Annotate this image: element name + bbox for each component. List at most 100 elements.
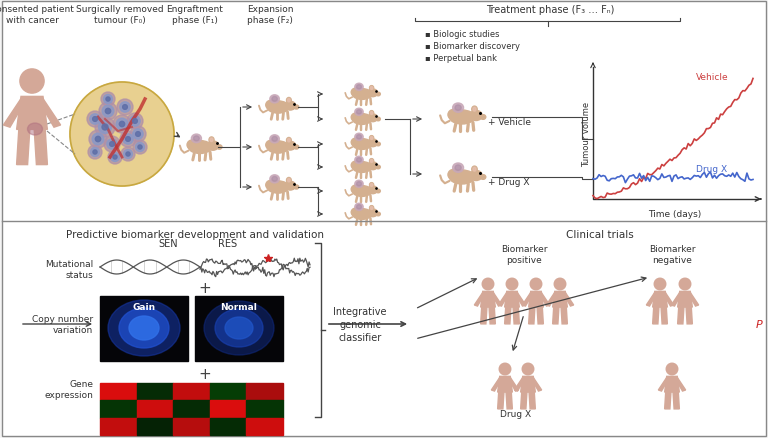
Circle shape xyxy=(499,364,511,375)
Circle shape xyxy=(93,151,97,155)
Ellipse shape xyxy=(370,87,372,90)
Ellipse shape xyxy=(294,145,299,150)
Ellipse shape xyxy=(129,316,159,340)
Circle shape xyxy=(106,98,110,102)
Text: ▪ Perpetual bank: ▪ Perpetual bank xyxy=(425,54,497,63)
Polygon shape xyxy=(522,293,533,306)
Polygon shape xyxy=(661,307,667,324)
Circle shape xyxy=(130,117,141,127)
Ellipse shape xyxy=(368,187,378,194)
Circle shape xyxy=(70,83,174,187)
Ellipse shape xyxy=(285,182,296,191)
Text: Expansion
phase (F₂): Expansion phase (F₂) xyxy=(247,5,293,25)
Text: + Vehicle: + Vehicle xyxy=(488,118,531,127)
Ellipse shape xyxy=(355,109,363,116)
Ellipse shape xyxy=(28,124,42,136)
Ellipse shape xyxy=(449,111,475,125)
Text: Predictive biomarker development and validation: Predictive biomarker development and val… xyxy=(66,230,324,240)
Polygon shape xyxy=(677,307,684,324)
Ellipse shape xyxy=(370,112,372,115)
Ellipse shape xyxy=(376,118,380,121)
Bar xyxy=(100,418,137,435)
Circle shape xyxy=(105,109,111,114)
Text: Time (days): Time (days) xyxy=(648,209,702,219)
Bar xyxy=(100,383,137,400)
Circle shape xyxy=(130,127,146,143)
Ellipse shape xyxy=(368,90,378,98)
Ellipse shape xyxy=(449,170,475,184)
Ellipse shape xyxy=(353,139,372,150)
Ellipse shape xyxy=(267,181,289,194)
Polygon shape xyxy=(664,392,671,409)
Ellipse shape xyxy=(270,175,280,184)
Ellipse shape xyxy=(455,166,462,171)
Circle shape xyxy=(666,364,678,375)
Polygon shape xyxy=(688,293,699,306)
Polygon shape xyxy=(515,378,525,391)
Polygon shape xyxy=(658,378,669,391)
Text: +: + xyxy=(199,367,211,381)
Ellipse shape xyxy=(376,190,380,193)
Polygon shape xyxy=(35,130,48,165)
Ellipse shape xyxy=(472,107,477,113)
Ellipse shape xyxy=(368,115,378,122)
Polygon shape xyxy=(553,307,559,324)
Ellipse shape xyxy=(448,170,461,181)
Circle shape xyxy=(126,152,130,157)
Circle shape xyxy=(522,364,534,375)
Text: Surgically removed
tumour (F₀): Surgically removed tumour (F₀) xyxy=(76,5,164,25)
Text: ▪ Biomarker discovery: ▪ Biomarker discovery xyxy=(425,42,520,51)
Ellipse shape xyxy=(369,86,374,91)
Circle shape xyxy=(127,114,143,130)
Bar xyxy=(100,297,188,361)
Circle shape xyxy=(110,142,114,147)
Ellipse shape xyxy=(370,184,372,187)
Ellipse shape xyxy=(355,84,363,91)
Circle shape xyxy=(138,145,142,150)
Ellipse shape xyxy=(294,106,299,110)
Polygon shape xyxy=(528,307,535,324)
Polygon shape xyxy=(675,378,686,391)
Bar xyxy=(210,400,247,418)
Circle shape xyxy=(107,139,118,150)
Polygon shape xyxy=(505,292,519,307)
Polygon shape xyxy=(505,307,511,324)
Ellipse shape xyxy=(448,110,461,121)
Ellipse shape xyxy=(286,178,291,184)
Ellipse shape xyxy=(217,145,222,150)
Circle shape xyxy=(679,279,690,290)
Bar xyxy=(174,400,210,418)
Ellipse shape xyxy=(287,179,290,183)
Ellipse shape xyxy=(369,159,374,164)
Ellipse shape xyxy=(294,186,299,190)
Polygon shape xyxy=(663,293,674,306)
Text: Copy number
variation: Copy number variation xyxy=(32,314,93,334)
Text: Treatment phase (F₃ … Fₙ): Treatment phase (F₃ … Fₙ) xyxy=(486,5,614,15)
Polygon shape xyxy=(539,293,550,306)
Bar xyxy=(247,383,283,400)
Text: Biomarker
positive: Biomarker positive xyxy=(501,245,548,264)
Ellipse shape xyxy=(272,137,277,142)
Ellipse shape xyxy=(272,177,277,182)
Ellipse shape xyxy=(356,85,362,90)
Polygon shape xyxy=(531,378,541,391)
Bar xyxy=(174,383,210,400)
Ellipse shape xyxy=(188,141,211,154)
Ellipse shape xyxy=(351,208,361,217)
Circle shape xyxy=(91,148,100,157)
Circle shape xyxy=(20,70,44,94)
Bar xyxy=(174,418,210,435)
Ellipse shape xyxy=(270,95,280,104)
Polygon shape xyxy=(3,99,25,128)
Bar xyxy=(247,418,283,435)
Circle shape xyxy=(482,279,494,290)
Ellipse shape xyxy=(108,300,180,356)
Polygon shape xyxy=(489,307,495,324)
Text: +: + xyxy=(199,281,211,296)
Polygon shape xyxy=(475,293,485,306)
Bar xyxy=(137,383,174,400)
Polygon shape xyxy=(686,307,692,324)
Ellipse shape xyxy=(355,181,363,188)
Ellipse shape xyxy=(187,141,199,151)
Ellipse shape xyxy=(470,111,482,121)
